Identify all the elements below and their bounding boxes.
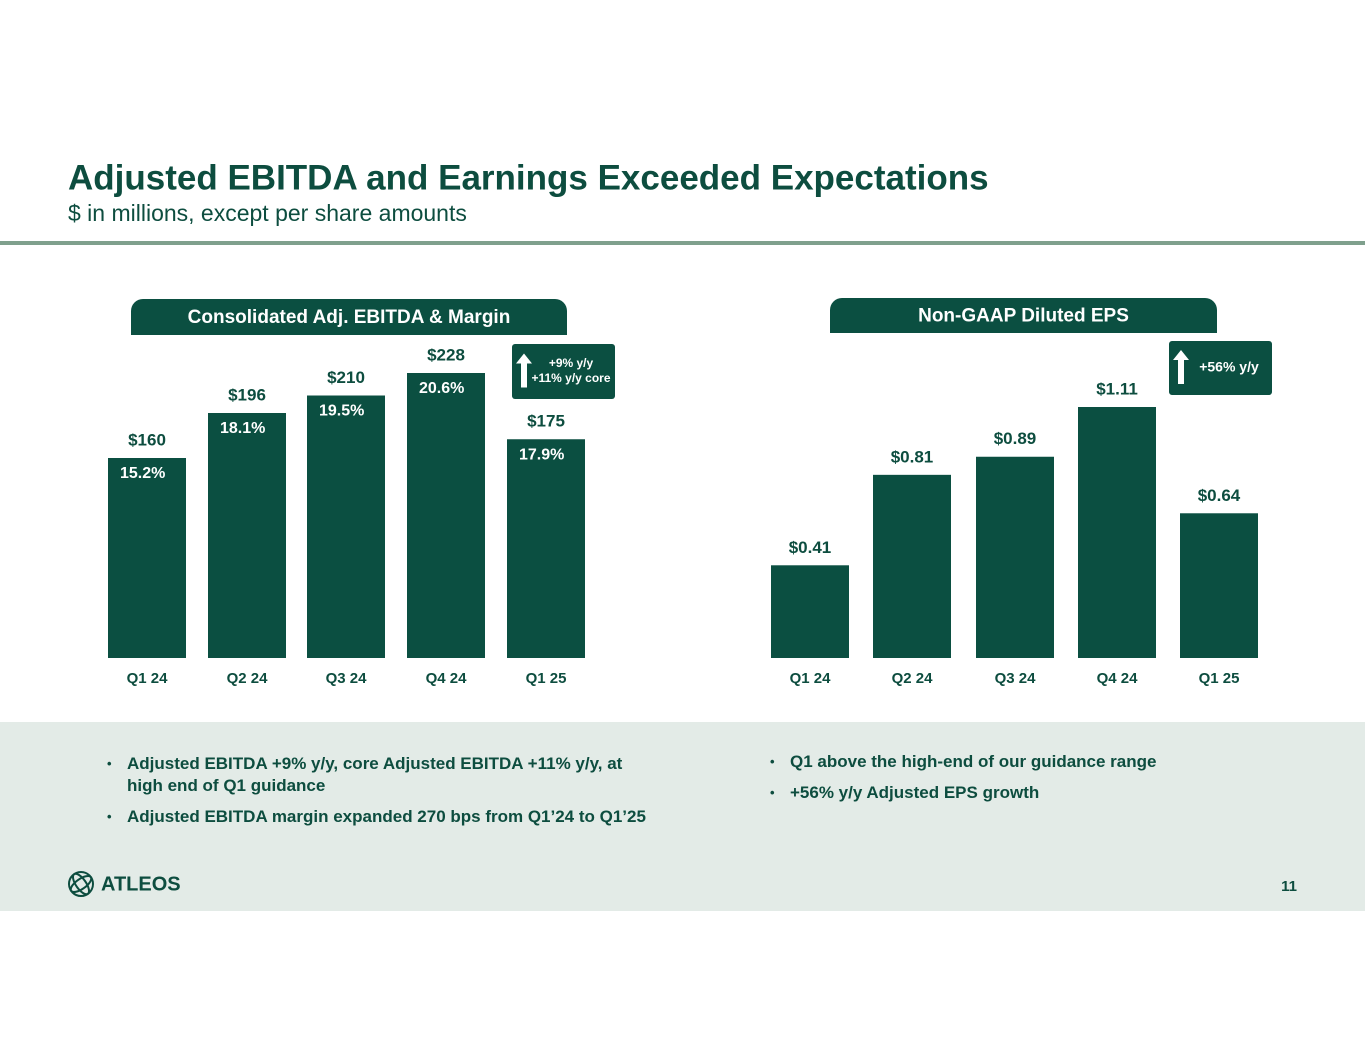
page-number: 11 (1281, 878, 1297, 895)
bullet-list-left: Adjusted EBITDA +9% y/y, core Adjusted E… (107, 753, 647, 837)
bar (208, 413, 286, 658)
chart-header-bg (830, 315, 1217, 333)
annotation-box (512, 344, 615, 399)
x-tick-label: Q3 24 (995, 670, 1037, 687)
chart-title: Consolidated Adj. EBITDA & Margin (188, 307, 511, 328)
bar (307, 395, 385, 658)
annotation-box (1169, 341, 1272, 395)
x-tick-label: Q1 24 (127, 670, 169, 687)
slide-title: Adjusted EBITDA and Earnings Exceeded Ex… (68, 158, 989, 197)
bullet-item: Adjusted EBITDA +9% y/y, core Adjusted E… (107, 753, 647, 797)
bar (507, 439, 585, 658)
annotation-text: +56% y/y (1199, 359, 1259, 375)
value-label: $0.64 (1198, 486, 1241, 505)
annotation-text: +9% y/y (549, 356, 594, 370)
value-label: $0.41 (789, 538, 832, 557)
bullet-item: Adjusted EBITDA margin expanded 270 bps … (107, 806, 647, 828)
x-tick-label: Q3 24 (326, 670, 368, 687)
value-label: $196 (228, 385, 266, 404)
value-label: $1.11 (1096, 379, 1138, 398)
bullet-list-right: Q1 above the high-end of our guidance ra… (770, 751, 1290, 813)
value-label: $160 (128, 430, 166, 449)
margin-label: 15.2% (120, 465, 165, 482)
slide-subtitle: $ in millions, except per share amounts (68, 200, 467, 226)
bar (771, 565, 849, 658)
x-tick-label: Q1 24 (790, 670, 832, 687)
value-label: $0.89 (994, 429, 1037, 448)
margin-label: 17.9% (519, 446, 564, 463)
bar (1180, 513, 1258, 658)
x-tick-label: Q2 24 (227, 670, 269, 687)
chart-title: Non-GAAP Diluted EPS (918, 306, 1129, 327)
value-label: $210 (327, 368, 365, 387)
chart-header-bg (131, 317, 567, 335)
bullet-item: +56% y/y Adjusted EPS growth (770, 782, 1290, 804)
logo-text: ATLEOS (101, 873, 181, 895)
value-label: $228 (427, 345, 465, 364)
bar (407, 373, 485, 658)
x-tick-label: Q1 25 (526, 670, 567, 687)
margin-label: 20.6% (419, 380, 464, 397)
bar (873, 474, 951, 658)
margin-label: 19.5% (319, 403, 364, 420)
bar (976, 456, 1054, 658)
value-label: $175 (527, 412, 565, 431)
x-tick-label: Q4 24 (426, 670, 468, 687)
logo-icon (68, 871, 94, 897)
value-label: $0.81 (891, 447, 934, 466)
x-tick-label: Q1 25 (1199, 670, 1240, 687)
up-arrow (1173, 350, 1189, 384)
x-tick-label: Q4 24 (1097, 670, 1139, 687)
bar (108, 458, 186, 658)
margin-label: 18.1% (220, 420, 265, 437)
annotation-text: +11% y/y core (531, 371, 610, 385)
x-tick-label: Q2 24 (892, 670, 934, 687)
divider (0, 241, 1365, 245)
bullet-item: Q1 above the high-end of our guidance ra… (770, 751, 1290, 773)
up-arrow (516, 353, 532, 388)
bar (1078, 407, 1156, 658)
